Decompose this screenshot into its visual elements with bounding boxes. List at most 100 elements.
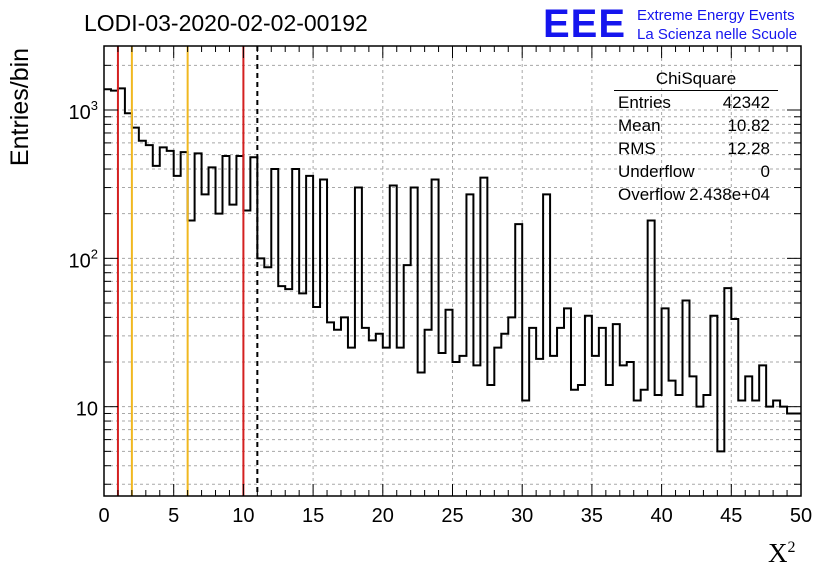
y-tick-label-base: 10 (69, 102, 91, 124)
histogram-bin (620, 365, 627, 496)
histogram-bin (390, 185, 397, 496)
stats-row: Underflow 0 (614, 160, 778, 183)
histogram-bin (745, 376, 752, 496)
histogram-bin (285, 289, 292, 496)
histogram-bin (264, 267, 271, 496)
x-tick-label: 25 (441, 505, 463, 527)
histogram-bin (515, 224, 522, 496)
histogram-bin (641, 390, 648, 496)
histogram-bin (327, 322, 334, 496)
histogram-bin (299, 293, 306, 496)
histogram-bin (348, 348, 355, 496)
histogram-bin (766, 407, 773, 496)
histogram-bin (202, 194, 209, 496)
y-tick-label: 103 (69, 98, 98, 124)
histogram-bin (404, 265, 411, 496)
x-axis-label-text: X (768, 538, 788, 568)
x-tick-label: 35 (581, 505, 603, 527)
histogram-bin (550, 356, 557, 496)
histogram-bin (181, 152, 188, 496)
x-tick-label: 20 (372, 505, 394, 527)
histogram-bin (425, 330, 432, 496)
x-tick-label: 10 (232, 505, 254, 527)
stats-row: RMS 12.28 (614, 137, 778, 160)
histogram-bin (613, 324, 620, 496)
histogram-bin (313, 307, 320, 496)
stats-key: RMS (618, 139, 656, 158)
stats-key: Underflow (618, 162, 695, 181)
histogram-bin (292, 169, 299, 496)
histogram-bin (278, 286, 285, 496)
x-axis-label: X2 (768, 538, 796, 569)
histogram-bin (480, 178, 487, 496)
histogram-series (104, 87, 801, 496)
histogram-bin (627, 362, 634, 496)
histogram-bin (188, 220, 195, 496)
stats-value: 42342 (722, 93, 770, 112)
histogram-bin (710, 316, 717, 496)
histogram-bin (383, 348, 390, 496)
stats-row: Mean 10.82 (614, 114, 778, 137)
histogram-bin (229, 205, 236, 496)
histogram-bin (411, 188, 418, 496)
y-axis-label: Entries/bin (6, 47, 34, 167)
x-tick-label: 30 (511, 505, 533, 527)
axis-ticks (103, 46, 802, 496)
histogram-bin (529, 328, 536, 496)
x-tick-label: 45 (720, 505, 742, 527)
histogram-bin (216, 214, 223, 496)
stats-row: Overflow 2.438e+04 (614, 183, 778, 206)
histogram-bin (564, 308, 571, 496)
histogram-bin (306, 176, 313, 496)
histogram-bin (536, 359, 543, 496)
histogram-bin (362, 328, 369, 496)
histogram-bin (773, 401, 780, 496)
histogram-bin (508, 317, 515, 496)
y-tick-label-exponent: 3 (91, 98, 98, 113)
eee-logo-line1: Extreme Energy Events (637, 7, 795, 24)
histogram-bin (703, 395, 710, 496)
histogram-bin (195, 153, 202, 496)
histogram-bin (446, 310, 453, 496)
stats-value: 12.28 (727, 139, 770, 158)
histogram-line (104, 87, 801, 453)
histogram-bin (689, 376, 696, 496)
histogram-bin (139, 141, 146, 496)
histogram-bin (209, 167, 216, 496)
histogram-bin (125, 113, 132, 496)
histogram-bin (271, 169, 278, 496)
histogram-bin (724, 288, 731, 496)
histogram-bin (250, 157, 257, 496)
chart-title: LODI-03-2020-02-02-00192 (84, 10, 368, 36)
histogram-bin (132, 128, 139, 496)
histogram-bin (759, 365, 766, 496)
y-tick-label: 102 (69, 246, 98, 272)
histogram-bin (146, 145, 153, 496)
y-tick-label-base: 10 (69, 250, 91, 272)
eee-logo-line2: La Scienza nelle Scuole (637, 26, 798, 43)
histogram-bin (655, 395, 662, 496)
stats-box: ChiSquare Entries 42342 Mean 10.82 RMS 12.2… (614, 68, 778, 206)
histogram-bin (341, 317, 348, 496)
histogram-bin (243, 211, 250, 496)
cut-lines (116, 46, 259, 496)
histogram-bin (717, 451, 724, 496)
x-axis-label-sup: 2 (787, 539, 796, 556)
histogram-bin (676, 395, 683, 496)
histogram-bin (257, 258, 264, 496)
histogram-bin (118, 88, 125, 496)
histogram-bin (557, 328, 564, 496)
eee-logo: EEE (543, 2, 627, 46)
histogram-bin (222, 156, 229, 496)
histogram-bin (473, 365, 480, 496)
histogram-bin (543, 194, 550, 496)
x-tick-label: 50 (790, 505, 812, 527)
histogram-bin (683, 300, 690, 496)
stats-value: 2.438e+04 (689, 185, 770, 204)
stats-key: Mean (618, 116, 661, 135)
histogram-bin (466, 194, 473, 496)
stats-value: 10.82 (727, 116, 770, 135)
x-tick-label: 5 (168, 505, 179, 527)
